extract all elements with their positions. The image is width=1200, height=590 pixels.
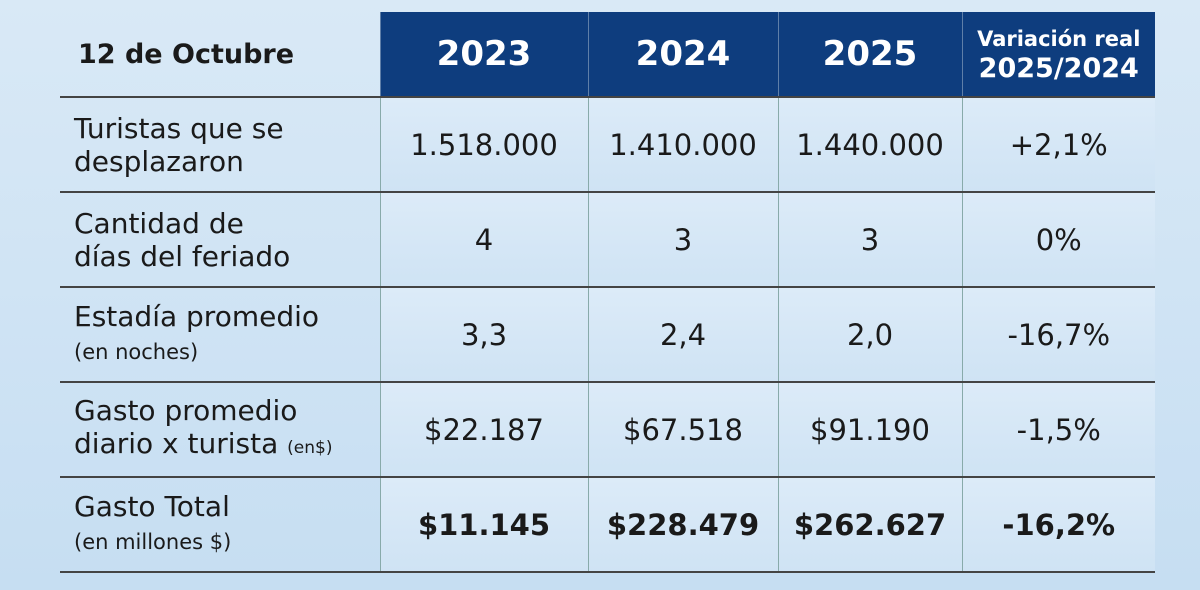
cell: 2,4 — [587, 287, 778, 382]
cell: $228.479 — [587, 477, 778, 572]
cell: 0% — [961, 192, 1155, 287]
label-note: (en noches) — [74, 340, 199, 364]
cell: 3 — [777, 192, 962, 287]
variation-line: Variación real — [977, 26, 1141, 51]
cell: -1,5% — [961, 382, 1155, 477]
label-line: Cantidad de — [74, 206, 244, 240]
cell: $11.145 — [379, 477, 588, 572]
row-label: Gasto promedio diario x turista (en$) — [60, 382, 380, 477]
row: Gasto promedio diario x turista (en$) $22… — [60, 382, 1155, 477]
year-header: 2025 — [777, 12, 962, 97]
cell: $22.187 — [379, 382, 588, 477]
cell: -16,2% — [961, 477, 1155, 572]
label-line: Gasto Total — [74, 490, 230, 523]
row: Estadía promedio (en noches) 3,3 2,4 2,0 … — [60, 287, 1155, 382]
cell: +2,1% — [961, 97, 1155, 192]
row: Cantidad de días del feriado 4 3 3 0% — [60, 192, 1155, 287]
cell: 1.410.000 — [587, 97, 778, 192]
cell: 1.440.000 — [777, 97, 962, 192]
label-note: (en millones $) — [74, 530, 232, 554]
cell: 2,0 — [777, 287, 962, 382]
variation-header: Variación real 2025/2024 — [961, 12, 1155, 97]
year-header: 2023 — [379, 12, 588, 97]
cell: $262.627 — [777, 477, 962, 572]
year-header: 2024 — [587, 12, 778, 97]
cell: -16,7% — [961, 287, 1155, 382]
label-line: Turistas que se — [74, 111, 284, 145]
label-line: días del feriado — [74, 239, 291, 273]
table-title: 12 de Octubre — [78, 38, 295, 70]
row-label: Turistas que se desplazaron — [60, 97, 380, 192]
row-label: Gasto Total (en millones $) — [60, 477, 380, 572]
label-note: (en$) — [287, 438, 333, 458]
row: Gasto Total (en millones $) $11.145 $228.… — [60, 477, 1155, 572]
cell: 3,3 — [379, 287, 588, 382]
row: Turistas que se desplazaron 1.518.000 1.4… — [60, 97, 1155, 192]
tourism-table: 12 de Octubre 2023 2024 2025 Variación r… — [60, 12, 1155, 573]
cell: 1.518.000 — [379, 97, 588, 192]
cell: 3 — [587, 192, 778, 287]
row-label: Cantidad de días del feriado — [60, 192, 380, 287]
label-line: desplazaron — [74, 144, 244, 178]
header-row: 12 de Octubre 2023 2024 2025 Variación r… — [60, 12, 1155, 97]
label-line: Estadía promedio — [74, 300, 320, 333]
label-line: diario x turista — [74, 427, 279, 460]
variation-line: 2025/2024 — [978, 52, 1139, 84]
cell: $91.190 — [777, 382, 962, 477]
row-label: Estadía promedio (en noches) — [60, 287, 380, 382]
cell: $67.518 — [587, 382, 778, 477]
label-line: Gasto promedio — [74, 394, 298, 427]
cell: 4 — [379, 192, 588, 287]
